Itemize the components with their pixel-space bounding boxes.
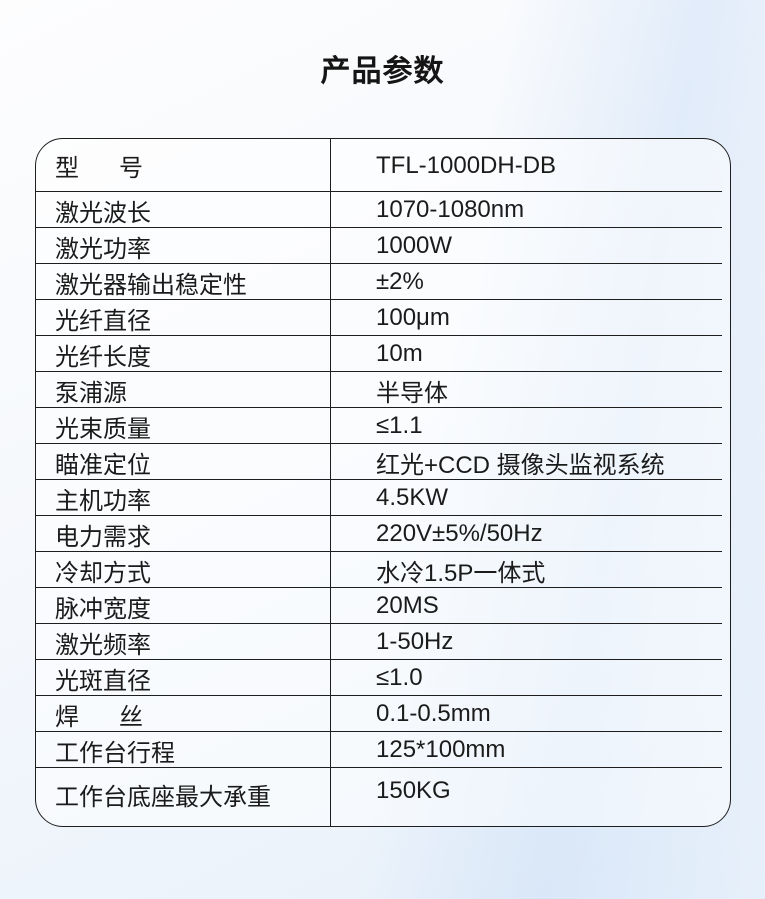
spec-value: 红光+CCD 摄像头监视系统 — [376, 451, 665, 479]
spec-row: 焊 丝 0.1-0.5mm — [36, 696, 730, 732]
spec-row: 脉冲宽度 20MS — [36, 588, 730, 624]
spec-value: TFL-1000DH-DB — [376, 151, 557, 179]
spec-value: 150KG — [376, 777, 451, 804]
spec-label: 冷却方式 — [36, 552, 331, 588]
page-title: 产品参数 — [320, 55, 445, 88]
spec-value: 125*100mm — [376, 736, 506, 763]
spec-label: 型 号 — [36, 139, 331, 192]
spec-value: ≤1.1 — [376, 412, 423, 439]
spec-row: 泵浦源 半导体 — [36, 372, 730, 408]
spec-label: 光纤直径 — [36, 300, 331, 336]
spec-row: 瞄准定位 红光+CCD 摄像头监视系统 — [36, 444, 730, 480]
spec-value: 100μm — [376, 304, 450, 331]
spec-label: 工作台行程 — [36, 732, 331, 768]
spec-value: 10m — [376, 340, 423, 367]
spec-table: 型 号 TFL-1000DH-DB 激光波长 1070-1080nm 激光功率 … — [35, 138, 731, 827]
product-parameters-page: 产品参数 型 号 TFL-1000DH-DB 激光波长 1070-1080nm … — [35, 55, 731, 827]
spec-label: 激光器输出稳定性 — [36, 264, 331, 300]
spec-row: 光束质量 ≤1.1 — [36, 408, 730, 444]
spec-row: 主机功率 4.5KW — [36, 480, 730, 516]
spec-value: ±2% — [376, 268, 424, 295]
spec-label: 主机功率 — [36, 480, 331, 516]
spec-row: 光斑直径 ≤1.0 — [36, 660, 730, 696]
spec-label: 工作台底座最大承重 — [36, 768, 331, 826]
spec-value: ≤1.0 — [376, 664, 423, 691]
spec-row: 电力需求 220V±5%/50Hz — [36, 516, 730, 552]
spec-value: 1-50Hz — [376, 628, 454, 655]
spec-label: 激光波长 — [36, 192, 331, 228]
spec-label: 光纤长度 — [36, 336, 331, 372]
spec-value: 20MS — [376, 592, 439, 619]
spec-value: 4.5KW — [376, 484, 449, 511]
spec-label: 瞄准定位 — [36, 444, 331, 480]
spec-row: 光纤直径 100μm — [36, 300, 730, 336]
spec-row: 冷却方式 水冷1.5P一体式 — [36, 552, 730, 588]
spec-value: 水冷1.5P一体式 — [376, 559, 546, 587]
spec-row: 激光波长 1070-1080nm — [36, 192, 730, 228]
spec-row: 激光功率 1000W — [36, 228, 730, 264]
spec-row: 工作台底座最大承重 150KG — [36, 768, 730, 826]
spec-label: 泵浦源 — [36, 372, 331, 408]
spec-row: 激光器输出稳定性 ±2% — [36, 264, 730, 300]
spec-row: 工作台行程 125*100mm — [36, 732, 730, 768]
spec-value: 半导体 — [376, 379, 448, 407]
spec-value: 220V±5%/50Hz — [376, 520, 543, 547]
spec-label: 光斑直径 — [36, 660, 331, 696]
spec-row: 型 号 TFL-1000DH-DB — [36, 139, 730, 192]
spec-label: 光束质量 — [36, 408, 331, 444]
spec-value: 0.1-0.5mm — [376, 700, 491, 727]
spec-row: 激光频率 1-50Hz — [36, 624, 730, 660]
spec-value: 1000W — [376, 232, 453, 259]
spec-label: 激光功率 — [36, 228, 331, 264]
spec-value: 1070-1080nm — [376, 196, 525, 223]
spec-label: 电力需求 — [36, 516, 331, 552]
spec-row: 光纤长度 10m — [36, 336, 730, 372]
spec-label: 激光频率 — [36, 624, 331, 660]
spec-label: 焊 丝 — [36, 696, 331, 732]
spec-label: 脉冲宽度 — [36, 588, 331, 624]
